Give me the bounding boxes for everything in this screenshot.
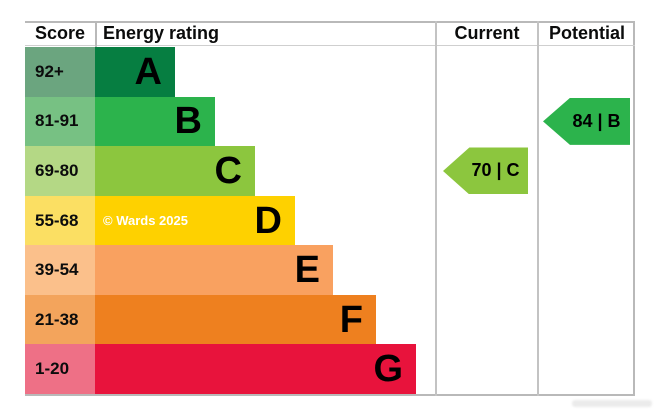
column-header-current: Current [454, 23, 520, 43]
table-top-border [25, 21, 635, 23]
band-letter: A [134, 50, 162, 93]
potential-rating-arrow: 84 | B [543, 97, 630, 145]
score-range-label: 92+ [35, 61, 64, 81]
band-letter: B [174, 100, 202, 143]
bottom-right-smudge [572, 400, 652, 407]
table-right-border [633, 21, 635, 396]
score-range-label: 21-38 [35, 309, 79, 329]
current-column-divider [435, 21, 437, 396]
energy-band-bar: A [95, 47, 175, 97]
band-letter: D [254, 199, 282, 242]
copyright-watermark: © Wards 2025 [103, 213, 188, 228]
score-column-divider [95, 21, 97, 47]
header-underline [25, 45, 635, 46]
band-row: 81-91 B [0, 96, 655, 147]
table-bottom-border [25, 394, 635, 396]
score-range-label: 1-20 [35, 359, 70, 379]
energy-band-bar: B [95, 96, 215, 147]
score-range-cell: 21-38 [25, 294, 95, 345]
band-row: 69-80 C [0, 146, 655, 196]
band-letter: E [294, 249, 320, 292]
current-rating-label: 70 | C [471, 160, 520, 181]
score-range-label: 39-54 [35, 260, 79, 280]
score-range-cell: 92+ [25, 47, 95, 97]
score-range-cell: 55-68 [25, 195, 95, 246]
column-header-energy-rating: Energy rating [103, 23, 220, 43]
energy-band-bar: C [95, 146, 255, 196]
energy-band-bar: D [95, 195, 295, 246]
band-row: 92+ A [0, 47, 655, 97]
potential-column-divider [537, 21, 539, 396]
score-range-cell: 81-91 [25, 96, 95, 147]
energy-band-bar: E [95, 245, 333, 295]
band-row: 55-68 D [0, 195, 655, 246]
score-range-cell: 1-20 [25, 344, 95, 394]
energy-band-bar: G [95, 344, 416, 394]
score-range-label: 81-91 [35, 111, 79, 131]
band-row: 39-54 E [0, 245, 655, 295]
score-range-label: 55-68 [35, 210, 79, 230]
band-letter: G [373, 348, 403, 391]
band-letter: F [339, 298, 363, 341]
potential-rating-label: 84 | B [572, 110, 621, 131]
band-row: 1-20 G [0, 344, 655, 394]
band-letter: C [214, 149, 242, 192]
score-range-cell: 39-54 [25, 245, 95, 295]
band-row: 21-38 F [0, 294, 655, 345]
column-header-score: Score [34, 23, 86, 43]
energy-band-bar: F [95, 294, 376, 345]
score-range-cell: 69-80 [25, 146, 95, 196]
score-range-label: 69-80 [35, 160, 79, 180]
column-header-potential: Potential [548, 23, 625, 43]
